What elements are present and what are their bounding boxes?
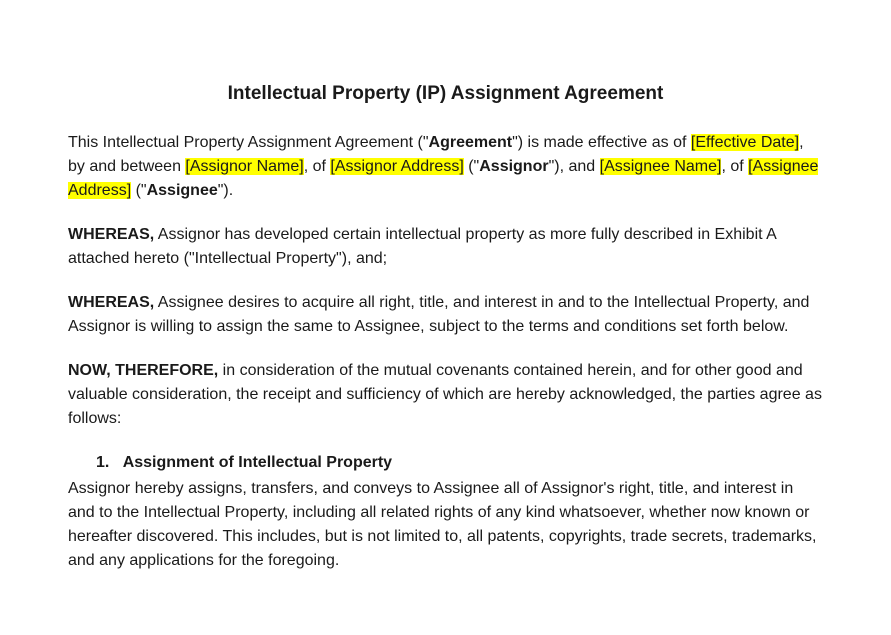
section-number: 1. <box>96 454 109 471</box>
now-therefore-lead: NOW, THEREFORE, <box>68 362 218 379</box>
whereas-text: Assignee desires to acquire all right, t… <box>68 294 809 335</box>
intro-text: This Intellectual Property Assignment Ag… <box>68 134 429 151</box>
intro-paragraph: This Intellectual Property Assignment Ag… <box>68 131 823 203</box>
section-1-heading: 1. Assignment of Intellectual Property <box>68 451 823 475</box>
intro-text: (" <box>464 158 479 175</box>
effective-date-placeholder: [Effective Date] <box>691 134 799 151</box>
document-title: Intellectual Property (IP) Assignment Ag… <box>68 80 823 109</box>
assignee-defined-term: Assignee <box>147 182 218 199</box>
assignee-name-placeholder: [Assignee Name] <box>600 158 722 175</box>
intro-text: ") is made effective as of <box>512 134 691 151</box>
section-1-body: Assignor hereby assigns, transfers, and … <box>68 477 823 573</box>
whereas-clause-2: WHEREAS, Assignee desires to acquire all… <box>68 291 823 339</box>
whereas-lead: WHEREAS, <box>68 294 154 311</box>
whereas-clause-1: WHEREAS, Assignor has developed certain … <box>68 223 823 271</box>
intro-text: , of <box>721 158 748 175</box>
intro-text: (" <box>131 182 146 199</box>
assignor-name-placeholder: [Assignor Name] <box>185 158 303 175</box>
section-heading-text: Assignment of Intellectual Property <box>123 454 392 471</box>
intro-text: , of <box>304 158 331 175</box>
now-therefore-clause: NOW, THEREFORE, in consideration of the … <box>68 359 823 431</box>
agreement-defined-term: Agreement <box>429 134 513 151</box>
assignor-address-placeholder: [Assignor Address] <box>330 158 463 175</box>
assignor-defined-term: Assignor <box>479 158 548 175</box>
whereas-lead: WHEREAS, <box>68 226 154 243</box>
whereas-text: Assignor has developed certain intellect… <box>68 226 776 267</box>
intro-text: "). <box>218 182 233 199</box>
intro-text: "), and <box>549 158 600 175</box>
document-page: Intellectual Property (IP) Assignment Ag… <box>0 0 891 635</box>
